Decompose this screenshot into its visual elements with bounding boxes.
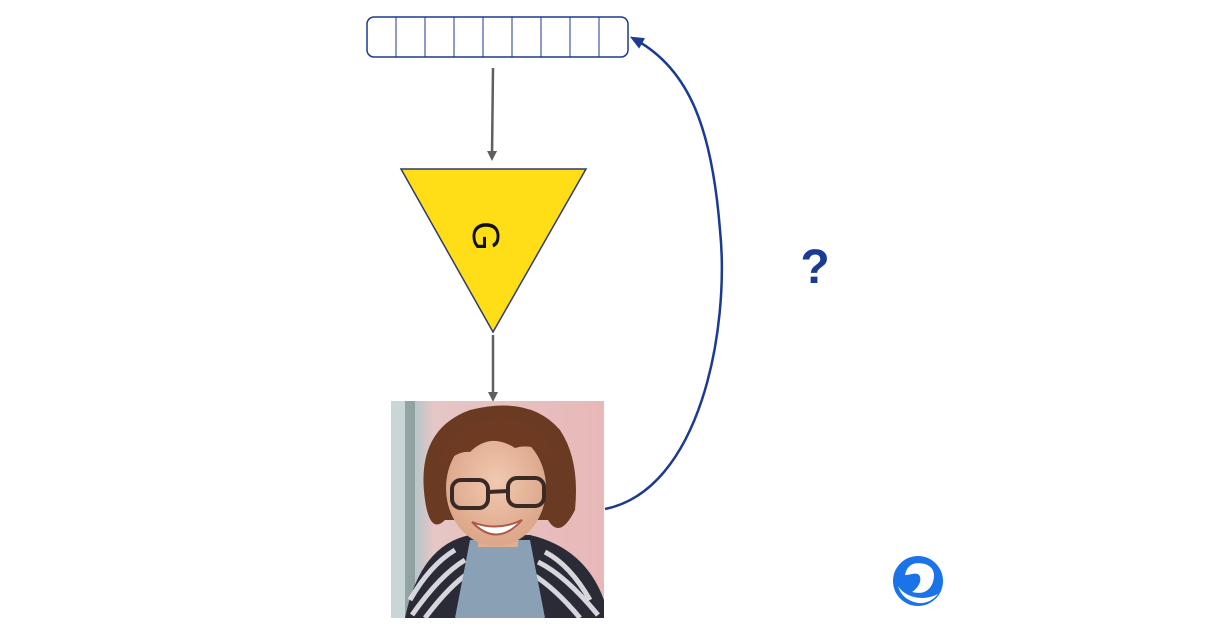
generator-label: G bbox=[464, 221, 506, 251]
latent-vector-cells bbox=[395, 17, 600, 57]
generator: G bbox=[399, 168, 588, 334]
generated-portrait-photo bbox=[391, 401, 604, 618]
question-mark: ? bbox=[800, 241, 829, 294]
deepmind-logo-icon bbox=[893, 556, 943, 606]
feedback-arrow bbox=[604, 36, 724, 511]
generator-triangle bbox=[399, 168, 588, 334]
latent-vector-outline bbox=[366, 16, 629, 58]
latent-vector bbox=[366, 16, 629, 58]
arrow-latent-to-generator bbox=[487, 67, 498, 161]
